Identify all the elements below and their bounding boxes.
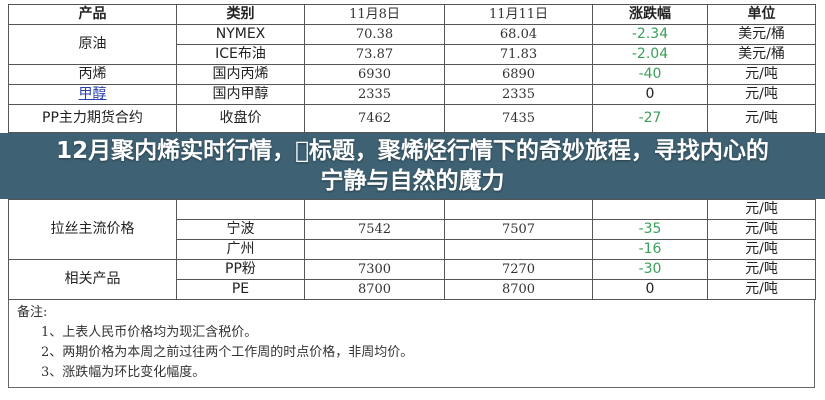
- price-table-continued: 拉丝主流价格 元/吨 宁波 7542 7507 -35 元/吨 广州 -16 元…: [8, 199, 816, 300]
- type-cell: PP粉: [176, 259, 305, 280]
- title-overlay: 12月聚内烯实时行情， 标题，聚烯烃行情下的奇妙旅程，寻找内心的宁静与自然的魔力: [0, 133, 825, 199]
- value-cell: 7462: [304, 104, 445, 133]
- unit-cell: 元/吨: [707, 259, 816, 280]
- table-row: 拉丝主流价格 元/吨: [8, 199, 816, 260]
- header-cell: 11月8日: [304, 4, 445, 25]
- change-cell: -27: [592, 104, 708, 133]
- change-cell: -16: [592, 239, 708, 260]
- table-row: 甲醇 国内甲醇 2335 2335 0 元/吨: [8, 84, 816, 105]
- note-item: 3、涨跌幅为环比变化幅度。: [41, 365, 206, 380]
- table-row: 原油 NYMEX 70.38 68.04 -2.34 美元/桶: [8, 24, 816, 65]
- value-cell: 6890: [444, 64, 593, 85]
- type-cell: PE: [176, 279, 305, 300]
- value-cell: 7542: [304, 219, 445, 240]
- value-cell: 8700: [444, 279, 593, 300]
- value-cell: [304, 239, 445, 260]
- type-cell: [176, 199, 305, 220]
- unit-cell: 元/吨: [707, 104, 816, 133]
- note-item: 2、两期价格为本周之前过往两个工作周的时点价格，非周均价。: [41, 345, 414, 360]
- change-cell: [592, 199, 708, 220]
- value-cell: [304, 199, 445, 220]
- header-cell: 类别: [176, 4, 305, 25]
- table-row: ICE布油 73.87 71.83 -2.04 美元/桶: [9, 44, 816, 65]
- type-cell: 宁波: [176, 219, 305, 240]
- unit-cell: 元/吨: [707, 64, 816, 85]
- unit-cell: 元/吨: [707, 199, 816, 220]
- header-cell: 产品: [8, 4, 177, 25]
- value-cell: 2335: [444, 84, 593, 105]
- product-cell: 拉丝主流价格: [8, 199, 177, 260]
- type-cell: 广州: [176, 239, 305, 260]
- product-cell: 相关产品: [8, 259, 177, 300]
- unit-cell: 元/吨: [707, 84, 816, 105]
- table-row: PP主力期货合约 收盘价 7462 7435 -27 元/吨: [8, 104, 816, 133]
- type-cell: 收盘价: [176, 104, 305, 133]
- product-cell: PP主力期货合约: [8, 104, 177, 133]
- type-cell: NYMEX: [176, 24, 305, 45]
- value-cell: 7435: [444, 104, 593, 133]
- header-cell: 11月11日: [444, 4, 593, 25]
- value-cell: 7507: [444, 219, 593, 240]
- overlay-title: 12月聚内烯实时行情， 标题，聚烯烃行情下的奇妙旅程，寻找内心的宁静与自然的魔力: [56, 138, 769, 194]
- header-cell: 单位: [707, 4, 816, 25]
- value-cell: 8700: [304, 279, 445, 300]
- value-cell: [444, 199, 593, 220]
- value-cell: 6930: [304, 64, 445, 85]
- change-cell: -2.04: [592, 44, 708, 65]
- table-row: 广州 -16 元/吨: [9, 239, 816, 260]
- unit-cell: 元/吨: [707, 219, 816, 240]
- change-cell: 0: [592, 84, 708, 105]
- value-cell: 70.38: [304, 24, 445, 45]
- value-cell: [444, 239, 593, 260]
- value-cell: 71.83: [444, 44, 593, 65]
- type-cell: 国内甲醇: [176, 84, 305, 105]
- value-cell: 68.04: [444, 24, 593, 45]
- unit-cell: 元/吨: [707, 279, 816, 300]
- type-cell: ICE布油: [176, 44, 305, 65]
- value-cell: 7270: [444, 259, 593, 280]
- methanol-link[interactable]: 甲醇: [78, 86, 107, 102]
- product-cell: 丙烯: [8, 64, 177, 85]
- notes-box: 备注: 1、上表人民币价格均为现汇含税价。 2、两期价格为本周之前过往两个工作周…: [8, 300, 815, 388]
- header-cell: 涨跌幅: [592, 4, 708, 25]
- unit-cell: 美元/桶: [707, 24, 816, 45]
- table-row: 相关产品 PP粉 7300 7270 -30 元/吨: [8, 259, 816, 300]
- note-item: 1、上表人民币价格均为现汇含税价。: [41, 325, 258, 340]
- change-cell: -30: [592, 259, 708, 280]
- change-cell: -40: [592, 64, 708, 85]
- product-cell[interactable]: 甲醇: [8, 84, 177, 105]
- price-table: 产品 类别 11月8日 11月11日 涨跌幅 单位 原油 NYMEX 70.38…: [8, 4, 816, 133]
- table-row: PE 8700 8700 0 元/吨: [9, 279, 816, 300]
- unit-cell: 元/吨: [707, 239, 816, 260]
- product-cell: 原油: [8, 24, 177, 65]
- notes-heading: 备注:: [17, 305, 48, 320]
- value-cell: 7300: [304, 259, 445, 280]
- value-cell: 73.87: [304, 44, 445, 65]
- type-cell: 国内丙烯: [176, 64, 305, 85]
- change-cell: 0: [592, 279, 708, 300]
- page-content: 产品 类别 11月8日 11月11日 涨跌幅 单位 原油 NYMEX 70.38…: [0, 4, 825, 388]
- change-cell: -2.34: [592, 24, 708, 45]
- unit-cell: 美元/桶: [707, 44, 816, 65]
- value-cell: 2335: [304, 84, 445, 105]
- table-header: 产品 类别 11月8日 11月11日 涨跌幅 单位: [8, 4, 816, 25]
- change-cell: -35: [592, 219, 708, 240]
- table-row: 丙烯 国内丙烯 6930 6890 -40 元/吨: [8, 64, 816, 85]
